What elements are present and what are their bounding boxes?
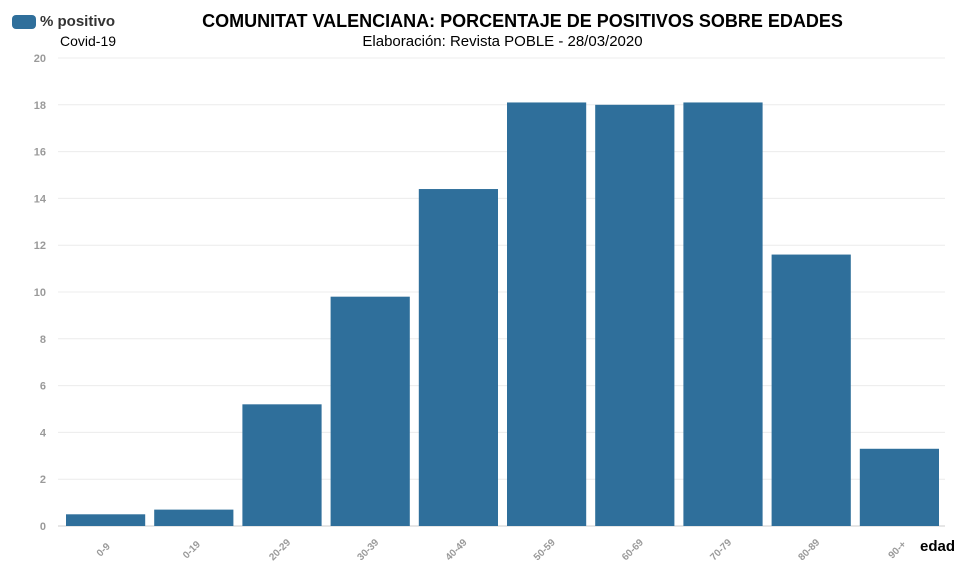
x-tick-label: 30-39 xyxy=(355,537,381,563)
y-tick-label: 2 xyxy=(40,474,46,486)
bar xyxy=(859,448,939,526)
y-tick-label: 4 xyxy=(40,427,47,439)
y-tick-label: 12 xyxy=(34,240,46,252)
legend-sublabel: Covid-19 xyxy=(60,33,117,49)
bar xyxy=(771,254,851,526)
bar xyxy=(242,404,322,526)
y-tick-label: 16 xyxy=(34,147,46,159)
chart-title: COMUNITAT VALENCIANA: PORCENTAJE DE POSI… xyxy=(202,11,843,31)
y-tick-label: 6 xyxy=(40,381,46,393)
x-tick-label: 80-89 xyxy=(796,537,822,563)
legend-label: % positivo xyxy=(40,13,116,30)
y-tick-label: 18 xyxy=(34,100,46,112)
y-tick-label: 20 xyxy=(34,53,46,65)
x-tick-label: 60-69 xyxy=(620,537,646,563)
x-tick-label: 20-29 xyxy=(267,537,293,563)
legend-swatch xyxy=(12,15,36,29)
y-tick-label: 8 xyxy=(40,334,46,346)
x-tick-label: 70-79 xyxy=(708,537,734,563)
bar xyxy=(154,509,234,526)
x-tick-label: 0-9 xyxy=(95,541,113,559)
x-tick-label: 0-19 xyxy=(181,539,203,561)
chart-subtitle: Elaboración: Revista POBLE - 28/03/2020 xyxy=(362,33,643,50)
y-tick-label: 0 xyxy=(40,521,46,533)
x-axis-label: edad xyxy=(919,538,955,555)
x-tick-label: 50-59 xyxy=(532,537,558,563)
bar xyxy=(595,104,675,527)
bar xyxy=(683,102,763,527)
y-tick-label: 14 xyxy=(34,193,47,205)
bar xyxy=(330,296,410,526)
y-tick-label: 10 xyxy=(34,287,46,299)
bar xyxy=(418,189,498,527)
bar xyxy=(66,514,146,526)
x-tick-label: 40-49 xyxy=(444,537,470,563)
x-tick-label: 90-+ xyxy=(887,539,909,561)
bar xyxy=(507,102,587,527)
